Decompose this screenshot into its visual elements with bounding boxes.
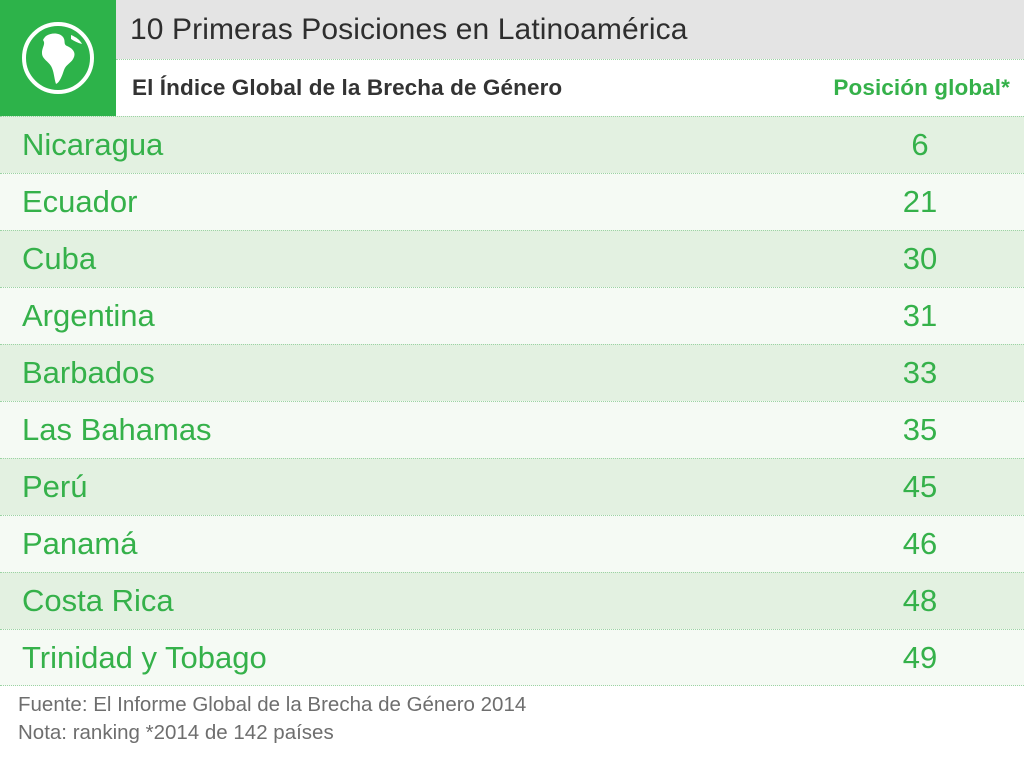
country-name: Argentina: [22, 298, 155, 333]
globe-americas-icon: [22, 22, 94, 94]
country-name: Panamá: [22, 526, 138, 561]
country-name: Barbados: [22, 355, 155, 390]
table-row: Costa Rica 48: [0, 572, 1024, 629]
global-rank: 30: [902, 241, 938, 276]
table-row: Ecuador 21: [0, 173, 1024, 230]
table-row: Argentina 31: [0, 287, 1024, 344]
global-rank: 48: [902, 583, 938, 618]
global-rank: 46: [902, 526, 938, 561]
global-rank: 21: [902, 184, 938, 219]
footer: Fuente: El Informe Global de la Brecha d…: [18, 691, 526, 747]
ranking-table: Nicaragua 6 Ecuador 21 Cuba 30 Argentina 31 Barb…: [0, 116, 1024, 686]
table-row: Cuba 30: [0, 230, 1024, 287]
source-note: Fuente: El Informe Global de la Brecha d…: [18, 693, 527, 716]
global-rank: 35: [902, 412, 938, 447]
column-header-rank: Posición global*: [833, 75, 1010, 100]
country-name: Trinidad y Tobago: [22, 639, 267, 675]
title-bar: 10 Primeras Posiciones en Latinoamérica: [116, 0, 1024, 59]
table-row: Las Bahamas 35: [0, 401, 1024, 458]
global-rank: 45: [902, 469, 938, 504]
table-header: 10 Primeras Posiciones en Latinoamérica …: [0, 0, 1024, 116]
table-row: Nicaragua 6: [0, 116, 1024, 173]
table-row: Perú 45: [0, 458, 1024, 515]
table-row: Panamá 46: [0, 515, 1024, 572]
country-name: Las Bahamas: [22, 412, 212, 447]
country-name: Costa Rica: [22, 583, 174, 618]
global-rank: 31: [902, 298, 938, 333]
table-row: Trinidad y Tobago 49: [0, 629, 1024, 686]
country-name: Cuba: [22, 241, 97, 276]
table-row: Barbados 33: [0, 344, 1024, 401]
global-rank: 49: [902, 639, 938, 675]
country-name: Perú: [22, 469, 88, 504]
page-title: 10 Primeras Posiciones en Latinoamérica: [130, 12, 688, 46]
ranking-note: Nota: ranking *2014 de 142 países: [18, 721, 334, 744]
subtitle-bar: El Índice Global de la Brecha de Género …: [116, 59, 1024, 116]
table-subtitle: El Índice Global de la Brecha de Género: [132, 75, 563, 100]
logo-box: [0, 0, 116, 116]
global-rank: 6: [911, 127, 929, 162]
country-name: Nicaragua: [22, 127, 164, 162]
global-rank: 33: [902, 355, 938, 390]
country-name: Ecuador: [22, 184, 138, 219]
